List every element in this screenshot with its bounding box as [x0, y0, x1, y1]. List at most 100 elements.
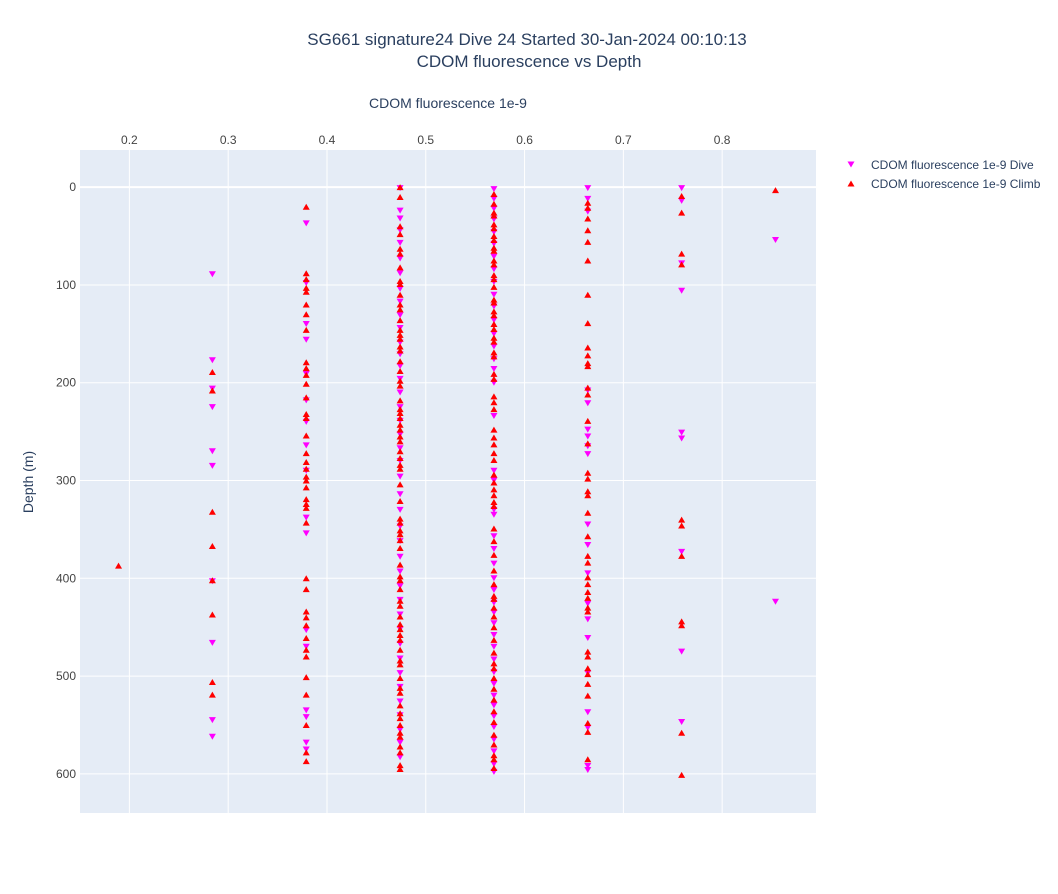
- legend-item-dive[interactable]: CDOM fluorescence 1e-9 Dive: [847, 158, 1035, 172]
- climb-point: [584, 665, 592, 672]
- dive-point: [490, 761, 498, 768]
- dive-point: [302, 707, 310, 714]
- climb-point: [490, 338, 498, 345]
- dive-point: [490, 560, 498, 567]
- climb-point: [584, 391, 592, 398]
- climb-point: [584, 488, 592, 495]
- dive-point: [584, 426, 592, 433]
- x-tick-label: 0.4: [319, 133, 336, 147]
- data-points: [115, 184, 779, 778]
- climb-point: [302, 288, 310, 295]
- climb-point: [678, 522, 686, 529]
- gridlines: [80, 150, 816, 813]
- dive-point: [396, 255, 404, 262]
- climb-point: [396, 661, 404, 668]
- climb-point: [396, 280, 404, 287]
- climb-point: [396, 465, 404, 472]
- climb-point: [396, 597, 404, 604]
- climb-point: [396, 397, 404, 404]
- climb-point: [396, 646, 404, 653]
- climb-point: [490, 276, 498, 283]
- climb-point: [584, 594, 592, 601]
- climb-point: [490, 741, 498, 748]
- climb-point: [302, 365, 310, 372]
- climb-point: [302, 477, 310, 484]
- y-tick-label: 400: [56, 571, 76, 585]
- climb-point: [396, 545, 404, 551]
- dive-point: [584, 724, 592, 731]
- dive-point: [490, 632, 498, 639]
- dive-point: [490, 680, 498, 687]
- dive-point: [302, 714, 310, 721]
- x-tick-label: 0.5: [417, 133, 434, 147]
- climb-point: [302, 653, 310, 660]
- dive-point: [678, 185, 686, 192]
- climb-point: [302, 270, 310, 277]
- climb-point: [396, 326, 404, 333]
- dive-point: [208, 733, 216, 740]
- dive-point: [678, 435, 686, 442]
- climb-point: [396, 184, 404, 191]
- climb-point: [396, 721, 404, 728]
- dive-point: [490, 723, 498, 730]
- climb-point: [584, 344, 592, 351]
- climb-point: [302, 203, 310, 210]
- chart-title-line-2: CDOM fluorescence vs Depth: [417, 52, 642, 71]
- climb-point: [302, 519, 310, 526]
- climb-point: [584, 692, 592, 699]
- climb-point: [396, 766, 404, 772]
- dive-point: [490, 575, 498, 582]
- climb-point: [584, 475, 592, 482]
- climb-point: [302, 646, 310, 653]
- climb-point: [584, 352, 592, 359]
- climb-point: [584, 238, 592, 245]
- climb-point: [208, 691, 216, 698]
- climb-point: [490, 567, 498, 574]
- y-tick-label: 300: [56, 474, 76, 488]
- climb-point: [396, 636, 404, 643]
- climb-point: [302, 674, 310, 681]
- climb-point: [584, 199, 592, 206]
- climb-point: [396, 377, 404, 384]
- dive-point: [302, 336, 310, 343]
- climb-point: [584, 533, 592, 540]
- legend[interactable]: CDOM fluorescence 1e-9 Dive CDOM fluores…: [847, 158, 1041, 191]
- y-axis-title: Depth (m): [20, 451, 36, 513]
- x-tick-label: 0.7: [615, 133, 632, 147]
- climb-point: [302, 465, 310, 472]
- dive-point: [490, 467, 498, 474]
- y-tick-labels: 0 100 200 300 400 500 600: [56, 180, 76, 781]
- dive-point: [490, 291, 498, 298]
- climb-point: [490, 434, 498, 441]
- dive-point: [490, 366, 498, 373]
- climb-point: [396, 632, 404, 639]
- climb-point: [302, 691, 310, 698]
- climb-point: [490, 200, 498, 207]
- climb-point: [490, 225, 498, 232]
- x-tick-label: 0.8: [714, 133, 731, 147]
- climb-point: [584, 608, 592, 615]
- climb-point: [490, 613, 498, 620]
- climb-point: [302, 359, 310, 366]
- climb-point: [208, 577, 216, 584]
- plot-background: [80, 150, 816, 813]
- x-tick-labels: 0.2 0.3 0.4 0.5 0.6 0.7 0.8: [121, 133, 731, 147]
- climb-point: [490, 191, 498, 197]
- climb-point: [302, 301, 310, 308]
- climb-point: [490, 756, 498, 763]
- climb-point: [490, 426, 498, 433]
- climb-point: [584, 204, 592, 211]
- dive-point: [490, 343, 498, 350]
- dive-point: [584, 400, 592, 407]
- legend-item-climb[interactable]: CDOM fluorescence 1e-9 Climb: [847, 177, 1041, 191]
- climb-point: [490, 353, 498, 360]
- climb-point: [396, 749, 404, 756]
- climb-point: [584, 653, 592, 660]
- climb-point: [302, 450, 310, 457]
- climb-point: [584, 756, 592, 763]
- dive-point: [584, 542, 592, 549]
- climb-point: [396, 433, 404, 440]
- y-tick-label: 500: [56, 669, 76, 683]
- climb-point: [396, 448, 404, 455]
- dive-point: [208, 448, 216, 455]
